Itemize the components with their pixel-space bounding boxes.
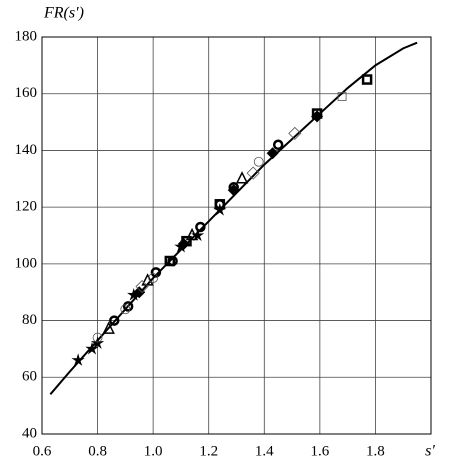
x-tick-label: 1.0 [144,443,163,459]
x-tick-label: 1.8 [366,443,385,459]
circle-marker [122,301,134,312]
open-circle-marker [92,332,103,343]
diamond-marker [133,286,146,299]
y-tick-label: 140 [15,142,38,158]
square-marker [164,255,176,267]
triangle-marker [235,171,249,184]
y-tick-label: 100 [15,255,38,271]
y-axis-title: FR(s′) [43,5,84,22]
x-tick-label: 0.6 [33,443,52,459]
star-marker [85,341,99,355]
fit-curve [49,41,418,395]
star-marker [90,336,105,349]
square-marker [361,74,373,85]
y-tick-label: 40 [22,425,37,441]
x-tick-label: 1.4 [255,443,274,459]
diamond-marker [227,184,240,197]
square-marker [214,199,226,210]
y-tick-label: 80 [22,312,37,328]
diamond-marker [266,147,279,160]
open-diamond-marker [288,126,302,140]
y-tick-label: 120 [15,199,38,215]
triangle-marker [141,273,154,286]
circle-marker [272,139,284,151]
y-tick-label: 160 [15,85,38,101]
diamond-marker [177,238,190,251]
x-tick-label: 0.8 [88,443,107,459]
circle-marker [108,315,120,326]
open-circle-marker [148,273,159,283]
star-marker [71,353,85,366]
open-square-marker [337,92,347,101]
open-circle-marker [120,304,131,315]
triangle-marker [185,227,199,241]
x-tick-label: 1.6 [310,443,329,459]
open-circle-marker [253,156,264,167]
x-axis-title: s′ [425,443,435,460]
open-diamond-marker [135,279,149,294]
y-tick-label: 60 [22,369,37,385]
diamond-marker [311,110,324,123]
star-marker [190,228,205,242]
y-tick-label: 180 [15,28,38,44]
triangle-marker [102,321,115,334]
circle-marker [150,267,162,278]
star-marker [127,288,141,301]
circle-marker [195,221,206,233]
x-tick-label: 1.2 [199,443,218,459]
plot-frame [41,36,432,435]
open-diamond-marker [246,166,260,180]
